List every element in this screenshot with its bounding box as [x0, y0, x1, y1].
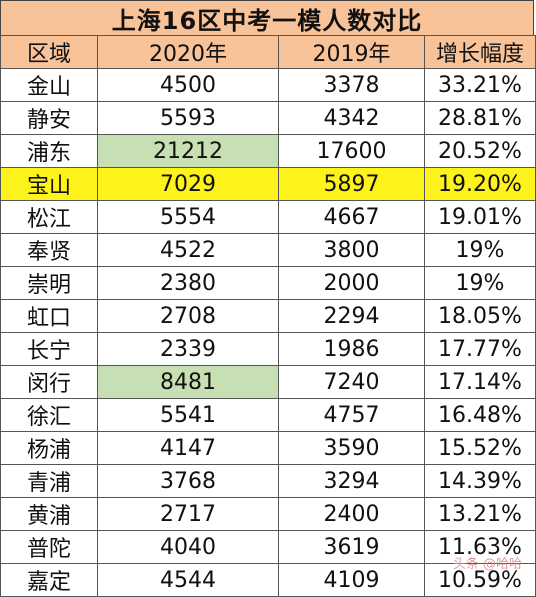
count-2020-cell: 4522 — [97, 233, 279, 267]
growth-cell: 19.01% — [424, 200, 536, 234]
table-row: 崇明 2380 2000 19% — [0, 266, 536, 300]
table-row: 金山 4500 3378 33.21% — [0, 68, 536, 102]
table-row: 徐汇 5541 4757 16.48% — [0, 398, 536, 432]
count-2020-cell: 7029 — [97, 167, 279, 201]
district-cell: 黄浦 — [0, 497, 98, 531]
count-2020-cell: 2339 — [97, 332, 279, 366]
count-2020-cell: 4147 — [97, 431, 279, 465]
count-2019-cell: 3378 — [278, 68, 425, 102]
count-2019-cell: 7240 — [278, 365, 425, 399]
count-2019-cell: 4667 — [278, 200, 425, 234]
growth-cell: 28.81% — [424, 101, 536, 135]
growth-cell: 19% — [424, 266, 536, 300]
count-2019-cell: 2000 — [278, 266, 425, 300]
count-2019-cell: 2400 — [278, 497, 425, 531]
table-row: 长宁 2339 1986 17.77% — [0, 332, 536, 366]
table-row: 杨浦 4147 3590 15.52% — [0, 431, 536, 465]
district-cell: 静安 — [0, 101, 98, 135]
district-cell: 徐汇 — [0, 398, 98, 432]
count-2019-cell: 3590 — [278, 431, 425, 465]
count-2019-cell: 3800 — [278, 233, 425, 267]
table-row: 奉贤 4522 3800 19% — [0, 233, 536, 267]
table-row: 静安 5593 4342 28.81% — [0, 101, 536, 135]
district-cell: 松江 — [0, 200, 98, 234]
header-2020: 2020年 — [97, 35, 279, 69]
growth-cell: 17.77% — [424, 332, 536, 366]
table-row: 青浦 3768 3294 14.39% — [0, 464, 536, 498]
district-cell: 奉贤 — [0, 233, 98, 267]
count-2019-cell: 4342 — [278, 101, 425, 135]
table-row-highlighted: 宝山 7029 5897 19.20% — [0, 167, 536, 201]
district-cell: 宝山 — [0, 167, 98, 201]
header-2019: 2019年 — [278, 35, 425, 69]
count-2020-cell: 4544 — [97, 563, 279, 597]
count-2019-cell: 17600 — [278, 134, 425, 168]
district-cell: 虹口 — [0, 299, 98, 333]
watermark: 头条 @哈哈 — [452, 557, 522, 572]
growth-cell: 19.20% — [424, 167, 536, 201]
count-2020-cell: 5554 — [97, 200, 279, 234]
growth-cell: 20.52% — [424, 134, 536, 168]
count-2019-cell: 3294 — [278, 464, 425, 498]
table-row: 虹口 2708 2294 18.05% — [0, 299, 536, 333]
table-row: 闵行 8481 7240 17.14% — [0, 365, 536, 399]
count-2020-cell: 5593 — [97, 101, 279, 135]
district-cell: 浦东 — [0, 134, 98, 168]
district-cell: 杨浦 — [0, 431, 98, 465]
count-2020-cell: 2708 — [97, 299, 279, 333]
growth-cell: 13.21% — [424, 497, 536, 531]
growth-cell: 18.05% — [424, 299, 536, 333]
count-2020-cell: 2380 — [97, 266, 279, 300]
count-2019-cell: 4109 — [278, 563, 425, 597]
count-2020-cell: 4500 — [97, 68, 279, 102]
count-2019-cell: 4757 — [278, 398, 425, 432]
count-2019-cell: 5897 — [278, 167, 425, 201]
count-2020-cell: 8481 — [97, 365, 279, 399]
count-2019-cell: 2294 — [278, 299, 425, 333]
district-cell: 闵行 — [0, 365, 98, 399]
district-cell: 青浦 — [0, 464, 98, 498]
district-cell: 金山 — [0, 68, 98, 102]
growth-cell: 33.21% — [424, 68, 536, 102]
enrollment-table: 区域 2020年 2019年 增长幅度 金山 4500 3378 33.21% … — [0, 35, 536, 597]
growth-cell: 19% — [424, 233, 536, 267]
count-2020-cell: 4040 — [97, 530, 279, 564]
count-2020-cell: 2717 — [97, 497, 279, 531]
table-title: 上海16区中考一模人数对比 — [0, 0, 534, 36]
growth-cell: 14.39% — [424, 464, 536, 498]
district-cell: 普陀 — [0, 530, 98, 564]
header-growth: 增长幅度 — [424, 35, 536, 69]
growth-cell: 17.14% — [424, 365, 536, 399]
growth-cell: 16.48% — [424, 398, 536, 432]
header-row: 区域 2020年 2019年 增长幅度 — [0, 35, 536, 69]
count-2020-cell: 3768 — [97, 464, 279, 498]
header-district: 区域 — [0, 35, 98, 69]
table-row: 松江 5554 4667 19.01% — [0, 200, 536, 234]
growth-cell: 15.52% — [424, 431, 536, 465]
table-row: 浦东 21212 17600 20.52% — [0, 134, 536, 168]
count-2020-cell: 5541 — [97, 398, 279, 432]
district-cell: 长宁 — [0, 332, 98, 366]
district-cell: 崇明 — [0, 266, 98, 300]
count-2020-cell: 21212 — [97, 134, 279, 168]
district-cell: 嘉定 — [0, 563, 98, 597]
table-row: 黄浦 2717 2400 13.21% — [0, 497, 536, 531]
count-2019-cell: 3619 — [278, 530, 425, 564]
count-2019-cell: 1986 — [278, 332, 425, 366]
